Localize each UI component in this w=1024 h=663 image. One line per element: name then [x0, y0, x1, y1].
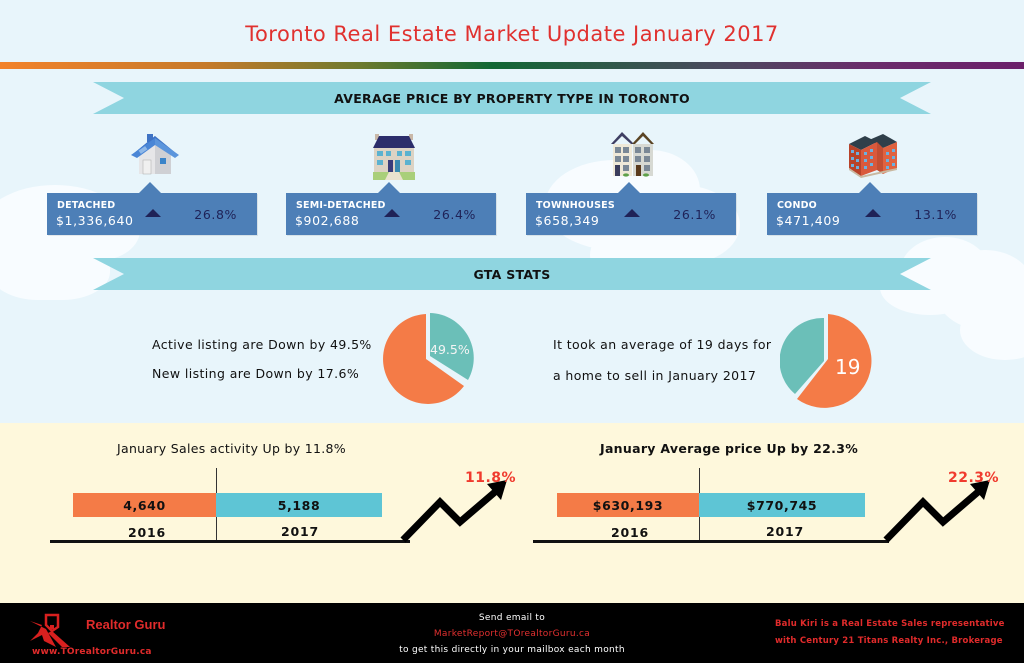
trend-up-icon	[865, 209, 881, 217]
agent-disclaimer-1: Balu Kiri is a Real Estate Sales represe…	[775, 619, 1005, 629]
banner-average-price: AVERAGE PRICE BY PROPERTY TYPE IN TORONT…	[93, 82, 931, 114]
condo-building-icon	[843, 130, 903, 184]
avg-price-growth-value: 22.3%	[948, 470, 1000, 486]
sales-growth-arrow-icon	[400, 480, 507, 543]
realtor-guru-logo-icon	[30, 613, 70, 647]
property-price: $1,336,640	[56, 213, 134, 228]
trend-up-icon	[145, 209, 161, 217]
sales-activity-title: January Sales activity Up by 11.8%	[117, 441, 346, 456]
price-change: 26.8%	[194, 207, 237, 222]
avg-price-year-2016: 2016	[611, 525, 649, 540]
cta-email-link[interactable]: MarketReport@TOrealtorGuru.ca	[433, 629, 591, 639]
active-listing-text: Active listing are Down by 49.5%	[152, 337, 372, 352]
price-change: 13.1%	[914, 207, 957, 222]
property-price: $658,349	[535, 213, 600, 228]
trend-up-icon	[624, 209, 640, 217]
avg-price-growth-arrow-icon	[883, 480, 990, 543]
trend-up-icon	[384, 209, 400, 217]
cta-line-2: to get this directly in your mailbox eac…	[399, 645, 625, 655]
banner-gta-stats: GTA STATS	[93, 258, 931, 290]
price-change: 26.4%	[433, 207, 476, 222]
sales-growth-value: 11.8%	[465, 470, 517, 486]
property-type-label: CONDO	[777, 200, 817, 211]
property-price: $471,409	[776, 213, 841, 228]
listings-pie-label: 49.5%	[430, 342, 470, 357]
banner-title: GTA STATS	[473, 266, 551, 282]
avg-price-bar-2017: $770,745	[699, 493, 865, 517]
property-type-label: TOWNHOUSES	[536, 200, 615, 211]
detached-house-icon	[125, 130, 185, 184]
property-card-townhouses: TOWNHOUSES $658,349 26.1%	[526, 182, 736, 235]
avg-price-value-2016: $630,193	[592, 497, 664, 513]
rainbow-divider	[0, 62, 1024, 69]
days-pie-chart: 19	[779, 311, 880, 411]
brand-name: Realtor Guru	[86, 617, 166, 632]
sales-baseline	[50, 540, 410, 543]
page-title: Toronto Real Estate Market Update Januar…	[245, 22, 779, 46]
days-on-market-text-1: It took an average of 19 days for	[553, 337, 772, 352]
sales-value-2016: 4,640	[123, 497, 166, 513]
cta-line-1: Send email to	[478, 613, 546, 623]
avg-price-title: January Average price Up by 22.3%	[600, 441, 859, 456]
semi-detached-house-icon	[365, 130, 425, 184]
avg-price-year-2017: 2017	[766, 524, 804, 539]
brand-url-link[interactable]: www.TOrealtorGuru.ca	[32, 647, 152, 657]
sales-bar-2017: 5,188	[216, 493, 382, 517]
avg-price-bar-2016: $630,193	[557, 493, 699, 517]
sales-year-2016: 2016	[128, 525, 166, 540]
banner-title: AVERAGE PRICE BY PROPERTY TYPE IN TORONT…	[334, 90, 690, 106]
property-card-condo: CONDO $471,409 13.1%	[767, 182, 977, 235]
property-card-detached: DETACHED $1,336,640 26.8%	[47, 182, 257, 235]
property-price: $902,688	[295, 213, 360, 228]
listings-pie-chart: 49.5%	[378, 311, 478, 411]
days-on-market-text-2: a home to sell in January 2017	[553, 368, 757, 383]
avg-price-baseline	[533, 540, 889, 543]
townhouse-icon	[604, 128, 664, 182]
price-change: 26.1%	[673, 207, 716, 222]
property-card-semi-detached: SEMI-DETACHED $902,688 26.4%	[286, 182, 496, 235]
agent-disclaimer-2: with Century 21 Titans Realty Inc., Brok…	[775, 636, 1003, 646]
sales-bar-2016: 4,640	[73, 493, 216, 517]
days-pie-label: 19	[835, 355, 860, 379]
property-type-label: DETACHED	[57, 200, 116, 211]
sales-value-2017: 5,188	[277, 497, 321, 513]
property-type-label: SEMI-DETACHED	[296, 200, 386, 211]
footer: Realtor Guru www.TOrealtorGuru.ca Send e…	[0, 603, 1024, 663]
new-listing-text: New listing are Down by 17.6%	[152, 366, 360, 381]
sales-year-2017: 2017	[281, 524, 319, 539]
avg-price-value-2017: $770,745	[746, 497, 818, 513]
